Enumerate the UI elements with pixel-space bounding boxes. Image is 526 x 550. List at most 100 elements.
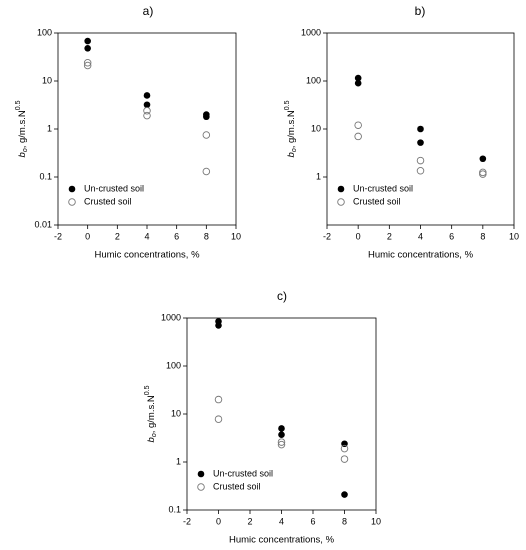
point xyxy=(278,431,285,439)
x-tick-label: 8 xyxy=(342,516,347,526)
y-axis-label-part: b xyxy=(286,152,297,157)
y-tick-label: 0.01 xyxy=(34,219,52,229)
point xyxy=(84,37,91,45)
x-tick-label: 6 xyxy=(310,516,315,526)
point xyxy=(143,92,151,99)
point xyxy=(143,101,151,109)
x-tick-label: 0 xyxy=(85,231,90,241)
point xyxy=(341,491,348,498)
y-axis-label-part: b xyxy=(17,152,28,157)
panel-title: b) xyxy=(415,4,426,18)
y-axis-label: bo, g/m.s.N0.5 xyxy=(284,100,298,157)
point xyxy=(215,322,222,329)
point xyxy=(203,113,210,121)
x-tick-label: 10 xyxy=(231,231,241,241)
point xyxy=(354,74,362,82)
y-tick-label: 10 xyxy=(171,408,181,418)
x-axis-label: Humic concentrations, % xyxy=(94,250,200,261)
x-tick-label: 4 xyxy=(418,231,423,241)
legend-label: Crusted soil xyxy=(213,481,261,491)
y-axis-label-part: o xyxy=(22,148,29,152)
y-axis-label-part: , g/m.s.N xyxy=(17,110,28,148)
point xyxy=(214,395,223,404)
legend-marker xyxy=(68,185,76,193)
y-axis-label-part: 0.5 xyxy=(15,100,22,110)
y-axis-label-part: b xyxy=(146,437,157,442)
x-axis-label: Humic concentrations, % xyxy=(229,535,335,546)
x-tick-label: 4 xyxy=(144,231,149,241)
x-axis-label: Humic concentrations, % xyxy=(368,250,474,261)
y-tick-label: 1000 xyxy=(301,27,321,37)
y-axis-label: bo, g/m.s.N0.5 xyxy=(144,385,158,442)
x-tick-label: 2 xyxy=(247,516,252,526)
y-axis-label-part: 0.5 xyxy=(144,385,151,395)
x-tick-label: -2 xyxy=(323,231,331,241)
legend-marker xyxy=(197,483,205,491)
y-tick-label: 0.1 xyxy=(39,171,52,181)
x-tick-label: 8 xyxy=(480,231,485,241)
point xyxy=(214,415,223,423)
panel-title: a) xyxy=(143,4,154,18)
point xyxy=(417,125,424,133)
y-axis-label-part: o xyxy=(151,433,158,437)
x-tick-label: 8 xyxy=(204,231,209,241)
y-axis-label-part: , g/m.s.N xyxy=(146,395,157,433)
y-tick-label: 100 xyxy=(166,360,181,370)
y-tick-label: 100 xyxy=(306,75,321,85)
x-tick-label: 6 xyxy=(174,231,179,241)
y-tick-label: 100 xyxy=(37,27,52,37)
point xyxy=(277,438,286,446)
point xyxy=(277,440,286,449)
y-tick-label: 1000 xyxy=(161,312,181,322)
point xyxy=(83,58,92,67)
legend-label: Crusted soil xyxy=(84,196,132,206)
y-axis-label-part: , g/m.s.N xyxy=(286,110,297,148)
x-tick-label: 2 xyxy=(115,231,120,241)
y-tick-label: 1 xyxy=(316,171,321,181)
legend-label: Un-crusted soil xyxy=(353,183,413,193)
panel-title: c) xyxy=(277,289,287,303)
legend-label: Crusted soil xyxy=(353,196,401,206)
x-tick-label: 0 xyxy=(356,231,361,241)
x-tick-label: 2 xyxy=(387,231,392,241)
y-axis-label-part: 0.5 xyxy=(284,100,291,110)
point xyxy=(479,155,487,163)
point xyxy=(84,45,91,52)
point xyxy=(354,121,362,129)
y-tick-label: 10 xyxy=(311,123,321,133)
point xyxy=(143,111,151,120)
legend-marker xyxy=(68,198,76,206)
point xyxy=(340,455,349,463)
x-tick-label: -2 xyxy=(183,516,191,526)
point xyxy=(278,425,285,432)
y-tick-label: 1 xyxy=(47,123,52,133)
point xyxy=(416,166,425,175)
point xyxy=(416,156,425,165)
point xyxy=(417,139,424,146)
y-tick-label: 10 xyxy=(42,75,52,85)
x-tick-label: -2 xyxy=(54,231,62,241)
point xyxy=(83,61,92,70)
x-tick-label: 4 xyxy=(279,516,284,526)
point xyxy=(340,444,349,453)
legend-marker xyxy=(337,198,345,206)
y-axis-label-part: o xyxy=(291,148,298,152)
point xyxy=(354,132,362,141)
y-axis-label: bo, g/m.s.N0.5 xyxy=(15,100,29,157)
point xyxy=(354,79,362,87)
y-tick-label: 0.1 xyxy=(168,504,181,514)
point xyxy=(479,170,487,178)
legend-label: Un-crusted soil xyxy=(84,183,144,193)
legend-marker xyxy=(197,470,205,478)
point xyxy=(202,131,211,139)
x-tick-label: 6 xyxy=(449,231,454,241)
x-tick-label: 10 xyxy=(509,231,519,241)
y-tick-label: 1 xyxy=(176,456,181,466)
x-tick-label: 10 xyxy=(371,516,381,526)
legend-label: Un-crusted soil xyxy=(213,468,273,478)
legend-marker xyxy=(337,185,345,193)
point xyxy=(143,106,151,115)
point xyxy=(202,167,211,176)
x-tick-label: 0 xyxy=(216,516,221,526)
